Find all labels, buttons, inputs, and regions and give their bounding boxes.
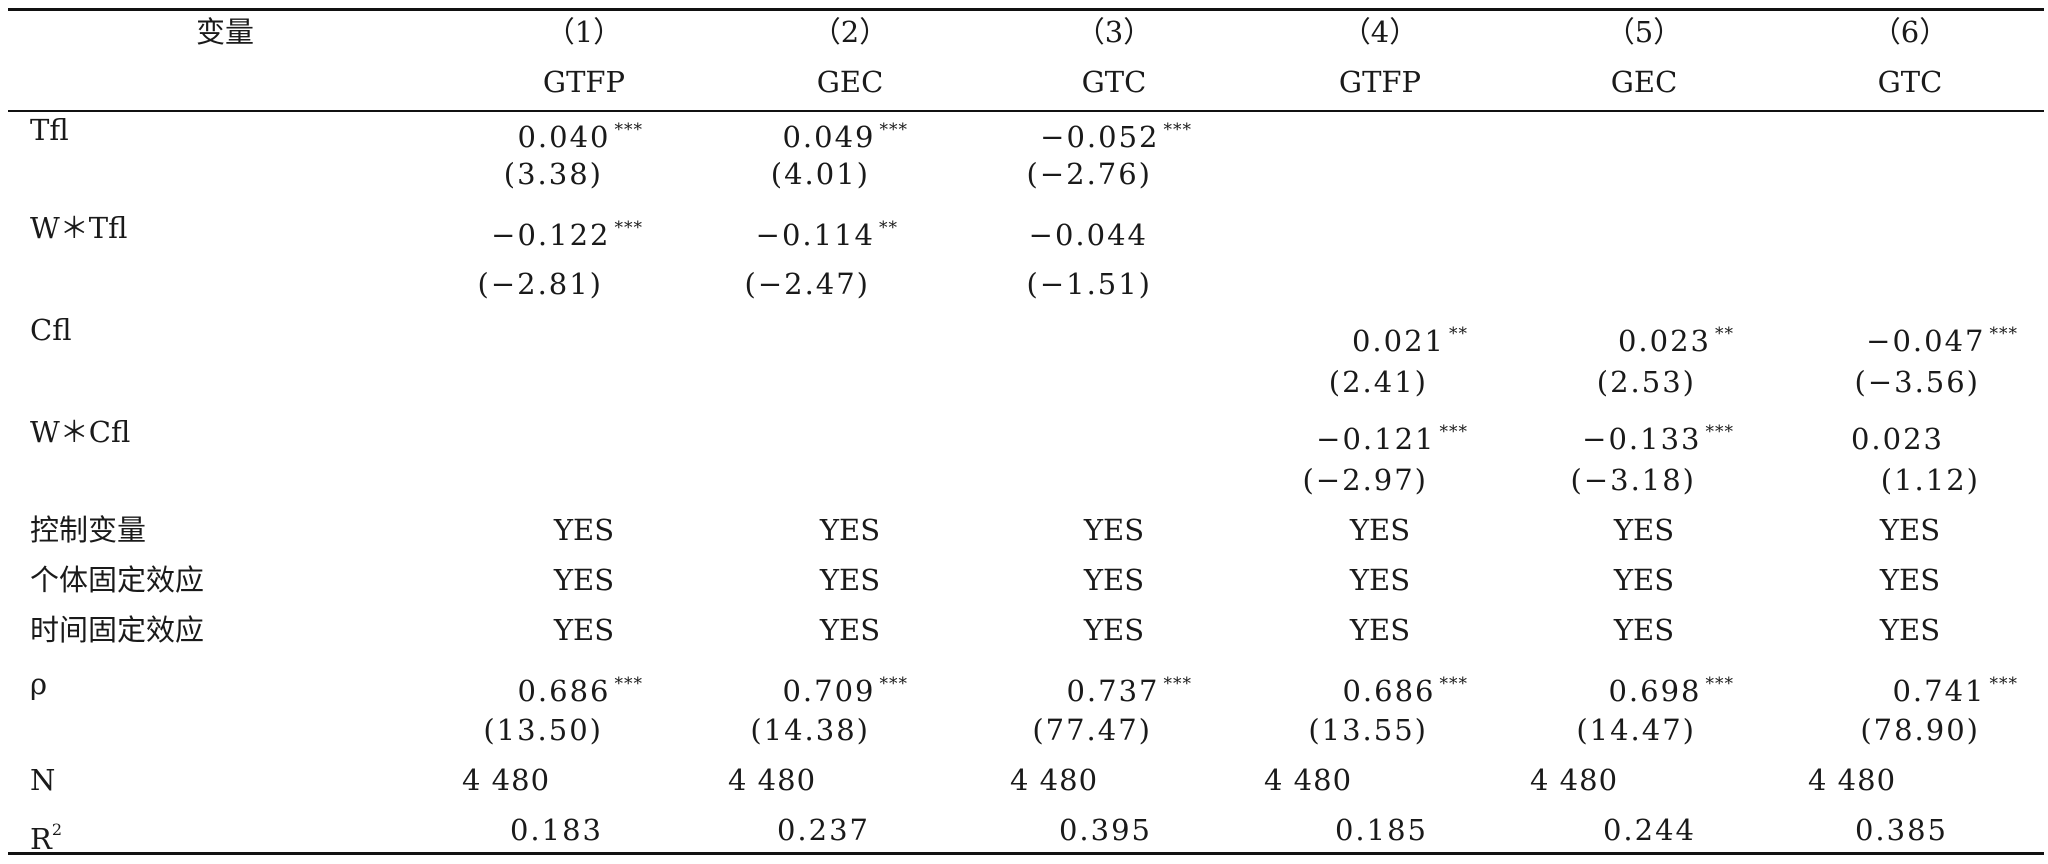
coef-tfl-col3: −0.052 *** xyxy=(1040,120,1192,154)
row-label-time-fe: 时间固定效应 xyxy=(30,613,205,647)
tstat-w-cfl-col6: (1.12) xyxy=(1880,463,1980,497)
coef-rho-col4: 0.686 *** xyxy=(1342,674,1468,708)
r2-col3: 0.395 xyxy=(1058,813,1152,847)
controls-col4: YES xyxy=(1349,513,1411,547)
individual-fe-col6: YES xyxy=(1879,563,1941,597)
time-fe-col2: YES xyxy=(819,613,881,647)
r2-col4: 0.185 xyxy=(1334,813,1428,847)
tstat-tfl-col2: (4.01) xyxy=(770,157,870,191)
row-label-w-cfl: W＊Cfl xyxy=(30,415,131,449)
time-fe-col5: YES xyxy=(1613,613,1675,647)
tstat-w-tfl-col1: (−2.81) xyxy=(477,267,603,301)
coef-tfl-col2: 0.049 *** xyxy=(782,120,908,154)
time-fe-col3: YES xyxy=(1083,613,1145,647)
header-col4-name: GTFP xyxy=(1338,65,1422,99)
row-label-controls: 控制变量 xyxy=(30,513,147,547)
controls-col2: YES xyxy=(819,513,881,547)
coef-w-tfl-col1: −0.122 *** xyxy=(491,218,643,252)
tstat-tfl-col1: (3.38) xyxy=(503,157,603,191)
individual-fe-col1: YES xyxy=(553,563,615,597)
row-label-rho: ρ xyxy=(30,667,48,701)
header-col3-index: （3） xyxy=(1075,15,1153,49)
tstat-rho-col6: (78.90) xyxy=(1860,713,1980,747)
n-col2: 4 480 xyxy=(728,763,817,797)
coef-rho-col2: 0.709 *** xyxy=(782,674,908,708)
coef-cfl-col6: −0.047 *** xyxy=(1866,324,2018,358)
tstat-w-tfl-col3: (−1.51) xyxy=(1026,267,1152,301)
header-col5-name: GEC xyxy=(1610,65,1678,99)
table-top-rule xyxy=(8,8,2044,11)
controls-col3: YES xyxy=(1083,513,1145,547)
row-label-w-tfl: W＊Tfl xyxy=(30,211,128,245)
row-label-tfl: Tfl xyxy=(30,113,69,147)
row-label-n: N xyxy=(30,763,56,797)
coef-w-tfl-col3: −0.044 xyxy=(1028,218,1148,252)
controls-col1: YES xyxy=(553,513,615,547)
table-bottom-rule xyxy=(8,852,2044,855)
coef-w-cfl-col6: 0.023 xyxy=(1850,422,1944,456)
tstat-rho-col2: (14.38) xyxy=(750,713,870,747)
individual-fe-col3: YES xyxy=(1083,563,1145,597)
tstat-rho-col1: (13.50) xyxy=(483,713,603,747)
tstat-w-tfl-col2: (−2.47) xyxy=(744,267,870,301)
r2-col2: 0.237 xyxy=(776,813,870,847)
coef-w-cfl-col4: −0.121 *** xyxy=(1316,422,1468,456)
n-col3: 4 480 xyxy=(1010,763,1099,797)
tstat-w-cfl-col4: (−2.97) xyxy=(1302,463,1428,497)
header-col2-name: GEC xyxy=(816,65,884,99)
individual-fe-col4: YES xyxy=(1349,563,1411,597)
n-col6: 4 480 xyxy=(1808,763,1897,797)
tstat-rho-col5: (14.47) xyxy=(1576,713,1696,747)
coef-rho-col6: 0.741 *** xyxy=(1892,674,2018,708)
time-fe-col4: YES xyxy=(1349,613,1411,647)
r2-col6: 0.385 xyxy=(1854,813,1948,847)
coef-rho-col3: 0.737 *** xyxy=(1066,674,1192,708)
n-col5: 4 480 xyxy=(1530,763,1619,797)
tstat-w-cfl-col5: (−3.18) xyxy=(1570,463,1696,497)
tstat-cfl-col6: (−3.56) xyxy=(1854,365,1980,399)
n-col4: 4 480 xyxy=(1264,763,1353,797)
header-variable-label: 变量 xyxy=(196,15,255,49)
tstat-tfl-col3: (−2.76) xyxy=(1026,157,1152,191)
row-label-cfl: Cfl xyxy=(30,313,72,347)
row-label-r2: R2 xyxy=(30,820,63,856)
controls-col5: YES xyxy=(1613,513,1675,547)
individual-fe-col5: YES xyxy=(1613,563,1675,597)
row-label-individual-fe: 个体固定效应 xyxy=(30,563,205,597)
header-col4-index: （4） xyxy=(1341,15,1419,49)
header-col5-index: （5） xyxy=(1605,15,1683,49)
n-col1: 4 480 xyxy=(462,763,551,797)
individual-fe-col2: YES xyxy=(819,563,881,597)
time-fe-col6: YES xyxy=(1879,613,1941,647)
header-col1-name: GTFP xyxy=(542,65,626,99)
header-col6-name: GTC xyxy=(1877,65,1943,99)
controls-col6: YES xyxy=(1879,513,1941,547)
tstat-rho-col3: (77.47) xyxy=(1032,713,1152,747)
tstat-rho-col4: (13.55) xyxy=(1308,713,1428,747)
coef-w-tfl-col2: −0.114 ** xyxy=(755,218,898,252)
r2-col1: 0.183 xyxy=(509,813,603,847)
coef-tfl-col1: 0.040 *** xyxy=(517,120,643,154)
r2-col5: 0.244 xyxy=(1602,813,1696,847)
coef-rho-col1: 0.686 *** xyxy=(517,674,643,708)
tstat-cfl-col5: (2.53) xyxy=(1596,365,1696,399)
header-col2-index: （2） xyxy=(811,15,889,49)
header-col1-index: （1） xyxy=(545,15,623,49)
coef-cfl-col4: 0.021 ** xyxy=(1351,324,1468,358)
coef-w-cfl-col5: −0.133 *** xyxy=(1582,422,1734,456)
coef-cfl-col5: 0.023 ** xyxy=(1617,324,1734,358)
tstat-cfl-col4: (2.41) xyxy=(1328,365,1428,399)
header-col3-name: GTC xyxy=(1081,65,1147,99)
coef-rho-col5: 0.698 *** xyxy=(1608,674,1734,708)
table-header-rule xyxy=(8,110,2044,112)
time-fe-col1: YES xyxy=(553,613,615,647)
header-col6-index: （6） xyxy=(1871,15,1949,49)
